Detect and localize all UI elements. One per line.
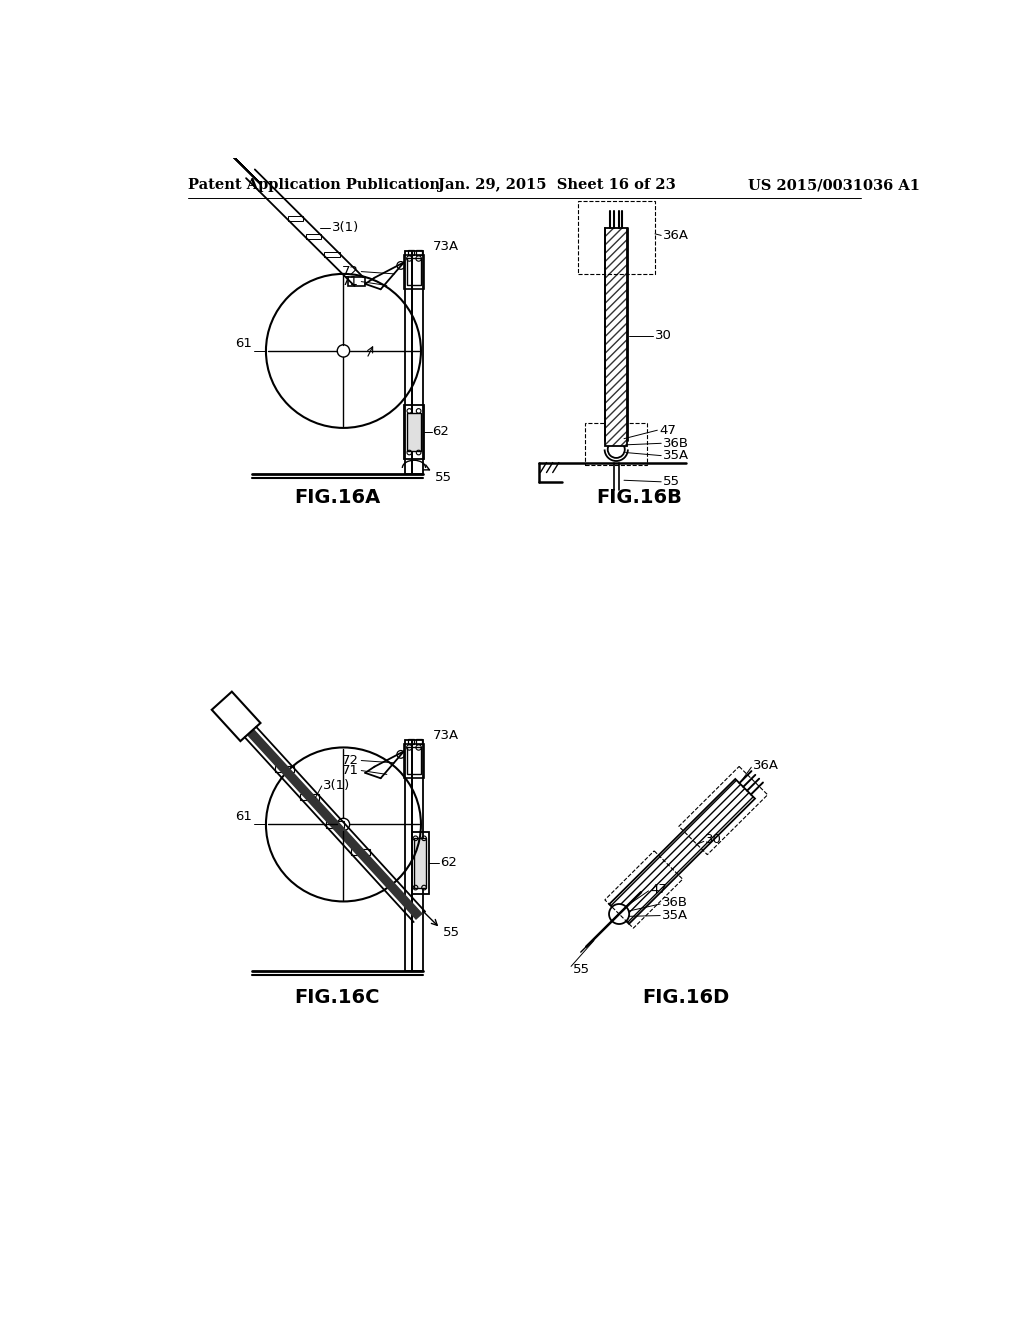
Text: FIG.16D: FIG.16D bbox=[642, 989, 730, 1007]
Text: 36B: 36B bbox=[662, 896, 688, 909]
Bar bbox=[407, 257, 421, 285]
Bar bbox=[300, 793, 318, 800]
Bar bbox=[408, 249, 414, 255]
Bar bbox=[408, 739, 414, 743]
Bar bbox=[274, 766, 294, 772]
Polygon shape bbox=[247, 729, 423, 920]
Bar bbox=[407, 747, 421, 775]
Bar bbox=[412, 832, 429, 894]
Text: 61: 61 bbox=[236, 810, 252, 824]
Text: Jan. 29, 2015  Sheet 16 of 23: Jan. 29, 2015 Sheet 16 of 23 bbox=[438, 178, 676, 193]
Bar bbox=[403, 255, 424, 289]
Bar bbox=[406, 739, 412, 970]
Text: 30: 30 bbox=[706, 833, 722, 846]
Bar bbox=[306, 235, 322, 239]
Text: 72: 72 bbox=[342, 265, 359, 279]
Circle shape bbox=[609, 904, 629, 924]
Text: 36A: 36A bbox=[663, 228, 689, 242]
Bar bbox=[406, 251, 412, 474]
Polygon shape bbox=[212, 692, 260, 741]
Bar bbox=[414, 838, 426, 887]
Text: 30: 30 bbox=[655, 329, 672, 342]
Text: FIG.16A: FIG.16A bbox=[294, 487, 380, 507]
Bar bbox=[416, 249, 422, 255]
Bar bbox=[605, 228, 627, 446]
Text: 71: 71 bbox=[342, 764, 359, 777]
Text: 73A: 73A bbox=[432, 730, 459, 742]
Bar bbox=[288, 216, 303, 220]
Polygon shape bbox=[210, 133, 261, 185]
Circle shape bbox=[607, 441, 625, 458]
Text: 36A: 36A bbox=[753, 759, 779, 772]
Text: 62: 62 bbox=[432, 425, 450, 438]
Bar bbox=[586, 422, 647, 465]
Bar bbox=[605, 228, 627, 446]
Text: 71: 71 bbox=[342, 275, 359, 288]
Text: 73A: 73A bbox=[432, 240, 459, 253]
Text: 72: 72 bbox=[342, 754, 359, 767]
Text: 55: 55 bbox=[435, 471, 452, 484]
Bar bbox=[348, 277, 366, 286]
Text: 62: 62 bbox=[440, 857, 457, 870]
Bar bbox=[351, 849, 370, 855]
Text: Patent Application Publication: Patent Application Publication bbox=[188, 178, 440, 193]
Bar bbox=[407, 412, 421, 451]
Bar bbox=[416, 739, 422, 743]
Bar bbox=[324, 252, 340, 257]
Polygon shape bbox=[609, 779, 755, 924]
Text: 55: 55 bbox=[663, 475, 680, 488]
Text: 35A: 35A bbox=[663, 449, 689, 462]
Bar bbox=[412, 739, 423, 970]
Text: 3(1): 3(1) bbox=[332, 222, 359, 234]
Text: 55: 55 bbox=[572, 964, 590, 975]
Text: US 2015/0031036 A1: US 2015/0031036 A1 bbox=[748, 178, 920, 193]
Circle shape bbox=[337, 345, 349, 358]
Text: 61: 61 bbox=[236, 337, 252, 350]
Text: 47: 47 bbox=[658, 424, 676, 437]
Text: 36B: 36B bbox=[663, 437, 689, 450]
Bar bbox=[412, 251, 423, 474]
Circle shape bbox=[337, 818, 349, 830]
Text: 35A: 35A bbox=[662, 909, 688, 923]
Text: 47: 47 bbox=[650, 883, 667, 896]
Bar bbox=[578, 201, 655, 275]
Bar bbox=[326, 821, 344, 828]
Text: 3(1): 3(1) bbox=[324, 779, 350, 792]
Text: FIG.16B: FIG.16B bbox=[597, 487, 682, 507]
Text: 55: 55 bbox=[442, 925, 460, 939]
Text: FIG.16C: FIG.16C bbox=[295, 989, 380, 1007]
Bar bbox=[403, 743, 424, 779]
Bar bbox=[403, 405, 424, 459]
